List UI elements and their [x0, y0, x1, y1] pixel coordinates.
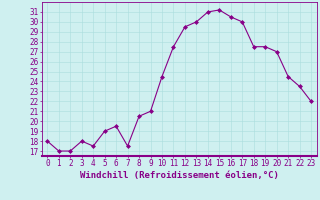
X-axis label: Windchill (Refroidissement éolien,°C): Windchill (Refroidissement éolien,°C): [80, 171, 279, 180]
